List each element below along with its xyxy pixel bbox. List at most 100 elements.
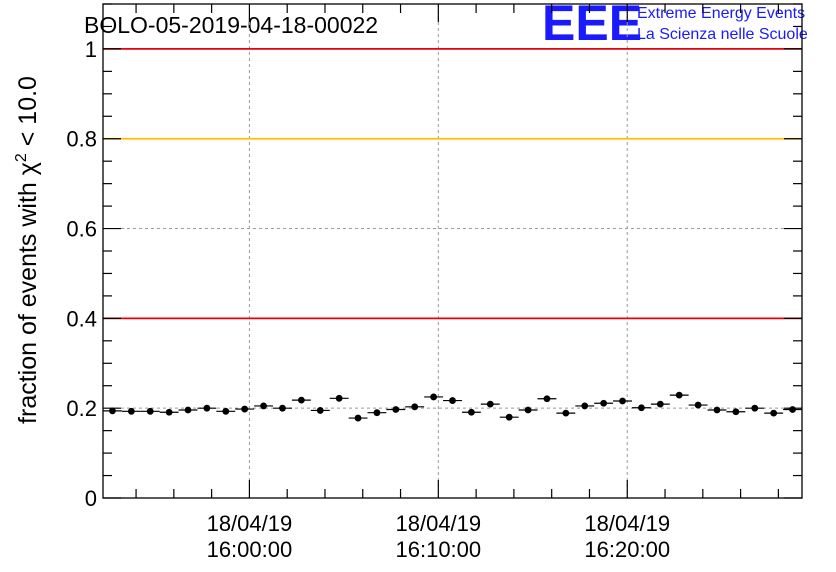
data-point (669, 391, 689, 399)
y-tick-label: 0 (85, 486, 97, 511)
x-tick-date-label: 18/04/19 (584, 511, 670, 536)
y-axis-label-superscript: 2 (13, 153, 30, 162)
point-marker (297, 396, 305, 404)
point-marker (430, 393, 438, 401)
plot-frame (102, 3, 803, 499)
point-marker (165, 408, 173, 416)
data-point (745, 404, 765, 412)
data-point (405, 403, 425, 411)
point-marker (638, 404, 645, 412)
point-marker (241, 405, 249, 413)
data-point (499, 413, 519, 421)
data-point (291, 396, 311, 404)
x-tick-date-label: 18/04/19 (396, 511, 482, 536)
point-marker (203, 404, 211, 412)
data-point (197, 404, 217, 412)
eee-logo-mark: EEE (542, 0, 642, 51)
eee-logo: EEE Extreme Energy Events La Scienza nel… (542, 0, 808, 51)
point-marker (109, 407, 116, 415)
point-marker (260, 402, 267, 410)
point-marker (751, 404, 759, 412)
point-marker (392, 406, 400, 413)
data-point (783, 406, 802, 413)
data-point (650, 400, 670, 408)
data-point (329, 394, 349, 402)
data-point (367, 409, 387, 417)
data-point (254, 402, 274, 410)
grid-layer (103, 4, 802, 498)
x-tick-time-label: 16:00:00 (207, 537, 293, 562)
data-point (310, 407, 330, 414)
point-marker (732, 408, 740, 416)
x-tick-time-label: 16:20:00 (584, 537, 670, 562)
point-marker (411, 403, 419, 411)
data-point (103, 407, 122, 415)
data-points (103, 391, 802, 422)
data-point (424, 393, 444, 401)
point-marker (316, 407, 324, 414)
point-marker (184, 406, 192, 414)
data-point (518, 406, 538, 414)
chart-title: BOLO-05-2019-04-18-00022 (84, 12, 378, 38)
x-tick-date-label: 18/04/19 (207, 511, 293, 536)
point-marker (222, 407, 230, 415)
data-point (121, 407, 141, 415)
data-point (216, 407, 236, 415)
y-axis-label: fraction of events with χ2 < 10.0 (13, 76, 42, 424)
point-marker (524, 406, 532, 414)
y-tick-label: 0.6 (66, 217, 97, 242)
y-tick-label: 1 (85, 37, 97, 62)
point-marker (373, 409, 381, 417)
tick-labels: 00.20.40.60.8118/04/1916:00:0018/04/1916… (66, 37, 670, 562)
point-marker (581, 402, 589, 410)
data-point (556, 409, 576, 417)
point-marker (789, 406, 796, 413)
point-marker (279, 404, 286, 412)
reference-lines (103, 48, 802, 320)
point-marker (600, 399, 608, 407)
data-point (386, 406, 406, 413)
data-point (726, 408, 746, 416)
data-point (159, 408, 179, 416)
point-marker (562, 409, 570, 417)
data-point (707, 406, 727, 414)
point-marker (619, 397, 626, 405)
data-point (631, 404, 651, 412)
point-marker (146, 407, 154, 415)
y-tick-label: 0.2 (66, 396, 97, 421)
point-marker (656, 400, 664, 408)
point-marker (467, 408, 475, 416)
point-marker (505, 413, 513, 421)
point-marker (770, 409, 778, 417)
data-point (575, 402, 595, 410)
eee-logo-line2: La Scienza nelle Scuole (637, 26, 808, 43)
y-tick-label: 0.8 (66, 127, 97, 152)
point-marker (675, 391, 683, 399)
data-point (537, 395, 557, 403)
point-marker (354, 414, 362, 422)
y-axis-label-base: fraction of events with χ (14, 162, 42, 424)
data-point (688, 401, 708, 409)
data-point (480, 400, 500, 408)
data-point (140, 407, 160, 415)
data-point (764, 409, 784, 417)
data-point (348, 414, 368, 422)
point-marker (486, 400, 494, 408)
point-marker (127, 407, 135, 415)
data-point (613, 397, 632, 405)
point-marker (449, 397, 456, 404)
axis-ticks (103, 3, 802, 499)
data-point (235, 405, 255, 413)
data-point (443, 397, 462, 404)
data-point (273, 404, 292, 412)
data-point (461, 408, 481, 416)
x-tick-time-label: 16:10:00 (396, 537, 482, 562)
point-marker (543, 395, 551, 403)
point-marker (694, 401, 702, 409)
data-point (178, 406, 198, 414)
y-tick-label: 0.4 (66, 306, 97, 331)
y-axis-label-tail: < 10.0 (14, 76, 42, 153)
point-marker (335, 394, 343, 402)
eee-logo-line1: Extreme Energy Events (637, 5, 805, 22)
